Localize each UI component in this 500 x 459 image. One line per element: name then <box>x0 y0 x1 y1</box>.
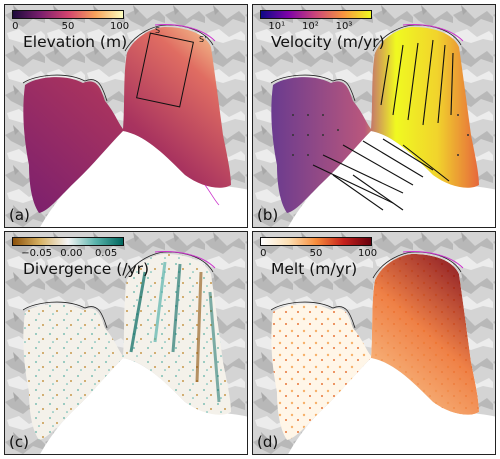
panel-letter: (c) <box>9 433 29 451</box>
tick-label: −0.05 <box>21 248 52 259</box>
tick-label: 0 <box>12 21 19 32</box>
ocean-area <box>288 358 495 454</box>
divergence-map <box>5 232 247 454</box>
tick-label: 10² <box>302 21 319 32</box>
velocity-colorbar <box>260 10 372 19</box>
ocean-area <box>288 131 495 227</box>
elevation-colorbar <box>12 10 124 19</box>
section-box <box>136 32 194 108</box>
high-melt-region <box>371 254 479 415</box>
ice-shelf <box>23 27 232 213</box>
grounding-line <box>402 251 464 269</box>
section-label-end: S' <box>199 35 207 44</box>
divergence-streaks <box>129 261 221 403</box>
velocity-map <box>253 5 495 227</box>
tick-label: 50 <box>61 21 75 32</box>
panel-letter: (d) <box>257 433 279 451</box>
panel-melt: 0 50 100 Melt (m/yr) (d) <box>252 231 496 455</box>
ocean-area <box>40 131 247 227</box>
velocity-arrows <box>312 39 454 211</box>
panel-title: Velocity (m/yr) <box>271 33 385 51</box>
tick-label: 100 <box>109 21 130 32</box>
panel-divergence: −0.05 0.00 0.05 Divergence (/yr) (c) <box>4 231 248 455</box>
divergence-colorbar <box>12 237 124 246</box>
elevation-colorbar-ticks: 0 50 100 <box>12 21 129 33</box>
panel-letter: (b) <box>257 206 279 224</box>
melt-map <box>253 232 495 454</box>
ice-shelf <box>23 254 232 440</box>
divergence-colorbar-ticks: −0.05 0.00 0.05 <box>12 248 124 260</box>
panel-title: Elevation (m) <box>23 33 128 51</box>
velocity-colorbar-ticks: 10¹ 10² 10³ <box>260 21 372 33</box>
tick-label: 100 <box>357 248 378 259</box>
panel-letter: (a) <box>9 206 30 224</box>
tick-label: 0.00 <box>60 248 83 259</box>
section-label-start: S <box>155 26 161 35</box>
tick-label: 0.05 <box>94 248 118 259</box>
tick-label: 50 <box>309 248 323 259</box>
melt-colorbar-ticks: 0 50 100 <box>260 248 377 260</box>
grounding-line <box>154 251 216 269</box>
tick-label: 0 <box>260 248 267 259</box>
panel-title: Divergence (/yr) <box>23 260 150 278</box>
panel-elevation: 0 50 100 Elevation (m) S S' (a) <box>4 4 248 228</box>
velocity-dots <box>292 114 469 156</box>
tick-label: 10³ <box>335 21 353 32</box>
ocean-area <box>40 358 247 454</box>
elevation-map <box>5 5 247 227</box>
grounding-line <box>154 24 216 42</box>
panel-velocity: 10¹ 10² 10³ Velocity (m/yr) (b) <box>252 4 496 228</box>
grounding-line <box>402 24 464 42</box>
panel-title: Melt (m/yr) <box>271 260 358 278</box>
melt-colorbar <box>260 237 372 246</box>
tick-label: 10¹ <box>268 21 286 32</box>
